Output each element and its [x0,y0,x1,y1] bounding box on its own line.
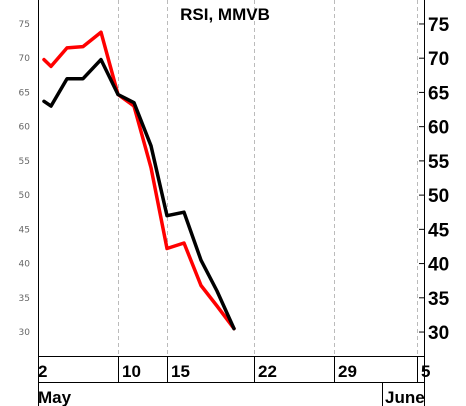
y-axis-left: 30 35 40 45 50 55 60 65 70 75 [19,20,31,338]
series-line-black [42,57,236,331]
y-tick-left-45: 45 [19,225,30,235]
y-tick-right-70: 70 [428,49,449,70]
y-tick-right-50: 50 [428,186,449,207]
y-tick-left-60: 60 [19,123,31,133]
y-tick-left-30: 30 [19,328,31,338]
y-tick-left-35: 35 [19,294,30,304]
y-tick-right-30: 30 [428,323,449,344]
y-tick-right-75: 75 [428,15,450,36]
y-tick-left-65: 65 [19,88,30,98]
y-tick-left-40: 40 [19,260,31,270]
x-tick-22: 22 [258,362,277,381]
y-tick-left-55: 55 [19,157,30,167]
month-axis: May June [38,382,425,406]
y-tick-right-55: 55 [428,152,450,173]
y-tick-right-40: 40 [428,255,449,276]
y-tick-left-70: 70 [19,54,31,64]
x-axis: 2 10 15 22 29 5 [38,356,430,382]
series-group [42,30,236,331]
month-label-may: May [38,388,72,406]
grid [118,0,418,356]
y-tick-left-50: 50 [19,191,31,201]
x-tick-15: 15 [171,362,190,381]
y-tick-right-65: 65 [428,83,450,104]
month-label-june: June [385,388,425,406]
y-tick-right-35: 35 [428,289,450,310]
plot-background [38,0,425,356]
x-tick-29: 29 [338,362,357,381]
y-tick-right-45: 45 [428,220,450,241]
x-tick-2: 2 [38,362,47,381]
x-tick-5: 5 [421,362,430,381]
chart-title: RSI, MMVB [180,5,270,24]
x-tick-10: 10 [122,362,141,381]
y-tick-left-75: 75 [19,20,30,30]
y-tick-right-60: 60 [428,118,449,139]
y-axis-right: 30 35 40 45 50 55 60 65 70 75 [419,15,450,344]
